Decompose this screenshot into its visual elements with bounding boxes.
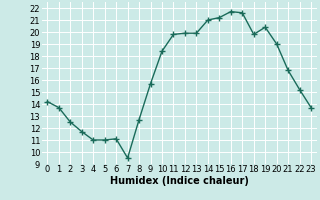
X-axis label: Humidex (Indice chaleur): Humidex (Indice chaleur) [110, 176, 249, 186]
